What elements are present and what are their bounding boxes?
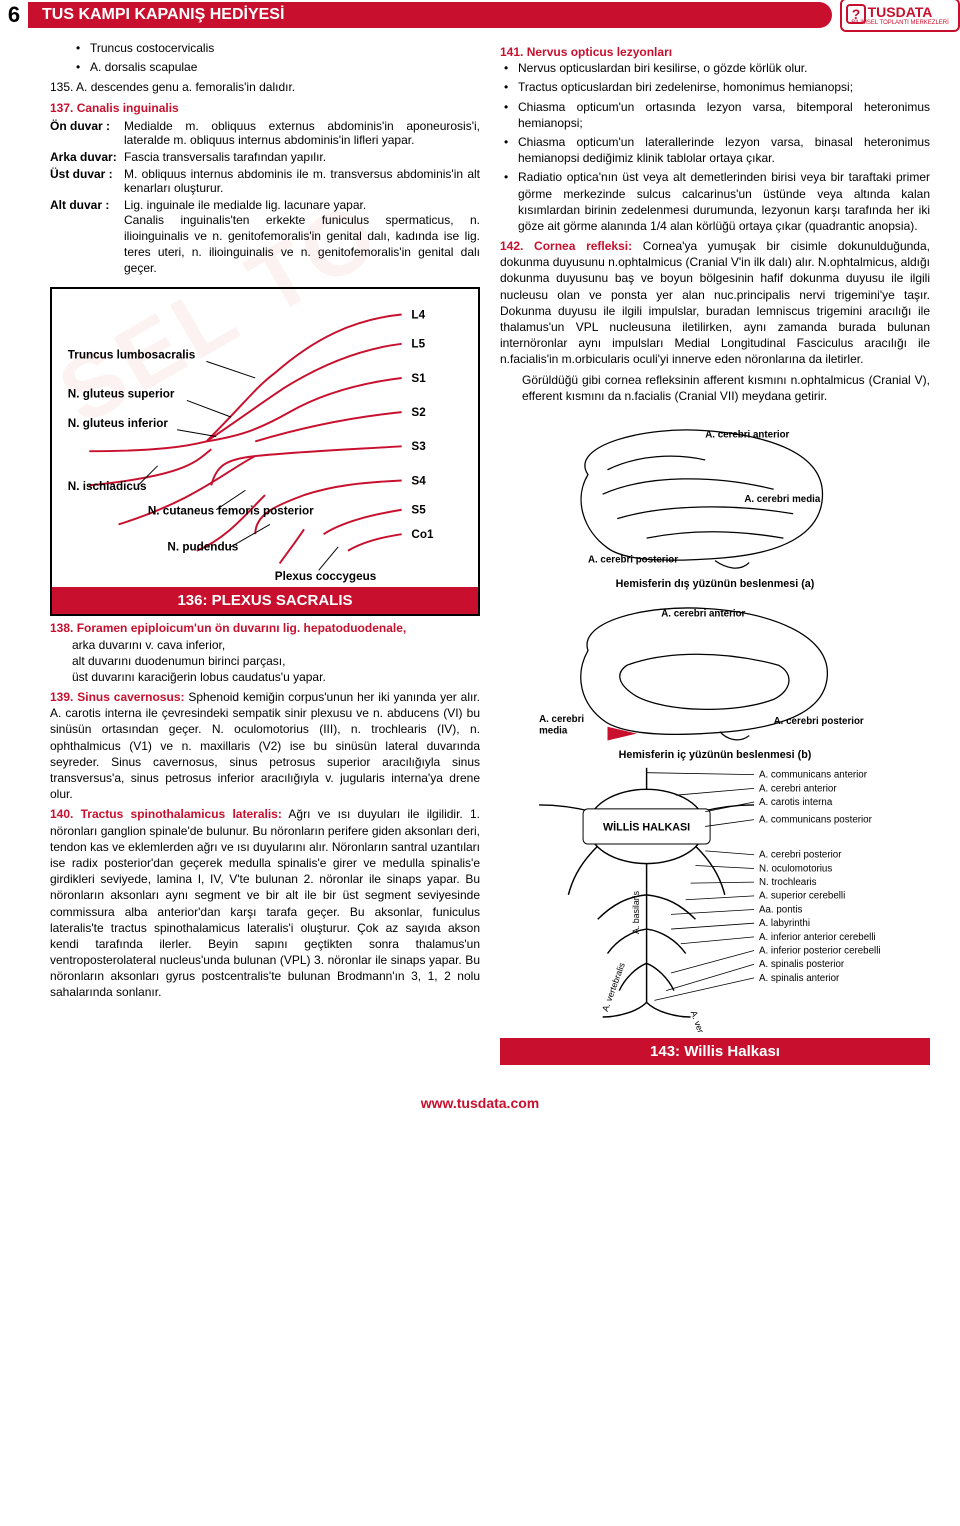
svg-text:A. basilaris: A. basilaris (631, 890, 641, 934)
svg-text:Aa. pontis: Aa. pontis (759, 904, 803, 915)
content-columns: Truncus costocervicalis A. dorsalis scap… (0, 40, 960, 1075)
svg-text:A. cerebri posterior: A. cerebri posterior (774, 716, 864, 727)
svg-text:A. cerebri anterior: A. cerebri anterior (705, 429, 789, 440)
item-139: 139. Sinus cavernosus: Sphenoid kemiğin … (50, 689, 480, 802)
diagram-143: A. cerebri anterior A. cerebri media A. … (500, 416, 930, 1065)
svg-text:A. carotis interna: A. carotis interna (759, 797, 833, 808)
svg-text:A. labyrinthi: A. labyrinthi (759, 918, 810, 929)
svg-text:A. cerebri anterior: A. cerebri anterior (759, 783, 837, 794)
list-item: Tractus opticuslardan biri zedelenirse, … (518, 79, 930, 95)
svg-text:media: media (539, 726, 568, 737)
svg-text:Plexus coccygeus: Plexus coccygeus (275, 570, 377, 583)
item-138d: üst duvarını karaciğerin lobus caudatus'… (50, 669, 480, 685)
item-142-tail: Görüldüğü gibi cornea refleksinin affere… (500, 372, 930, 404)
svg-text:N. oculomotorius: N. oculomotorius (759, 863, 832, 874)
svg-text:A. superior cerebelli: A. superior cerebelli (759, 891, 845, 902)
item-138c: alt duvarını duodenumun birinci parçası, (50, 653, 480, 669)
label: Ön duvar : (50, 119, 124, 147)
list-item: Chiasma opticum'un laterallerinde lezyon… (518, 134, 930, 166)
page-header: 6 TUS KAMPI KAPANIŞ HEDİYESİ ? TUSDATA B… (0, 0, 960, 30)
list-item: Truncus costocervicalis (90, 40, 480, 56)
svg-text:Co1: Co1 (411, 528, 434, 541)
svg-text:A. cerebri media: A. cerebri media (744, 494, 821, 505)
svg-text:N. ischiadicus: N. ischiadicus (68, 480, 147, 493)
item-140: 140. Tractus spinothalamicus lateralis: … (50, 806, 480, 1000)
willis-svg: A. cerebri anterior A. cerebri media A. … (500, 416, 930, 1032)
svg-text:N. trochlearis: N. trochlearis (759, 877, 817, 888)
item-141-bullets: Nervus opticuslardan biri kesilirse, o g… (500, 60, 930, 234)
text: Medialde m. obliquus externus abdominis'… (124, 119, 480, 147)
question-icon: ? (846, 4, 866, 24)
svg-text:A. cerebri: A. cerebri (539, 714, 584, 725)
label: Arka duvar: (50, 150, 124, 164)
text: Fascia transversalis tarafından yapılır. (124, 150, 480, 164)
svg-text:A. inferior anterior cerebelli: A. inferior anterior cerebelli (759, 932, 876, 943)
svg-text:A. inferior posterior cerebell: A. inferior posterior cerebelli (759, 945, 881, 956)
text: M. obliquus internus abdominis ile m. tr… (124, 167, 480, 195)
item-141-head: 141. Nervus opticus lezyonları (500, 44, 930, 60)
list-item: A. dorsalis scapulae (90, 59, 480, 75)
list-item: Chiasma opticum'un ortasında lezyon vars… (518, 99, 930, 131)
diagram-136-title: 136: PLEXUS SACRALIS (52, 587, 478, 614)
item-137-head: 137. Canalis inguinalis (50, 100, 480, 116)
diagram-136: L4 L5 S1 S2 S3 S4 S5 Co1 Truncus lumbosa… (50, 287, 480, 617)
svg-text:N. pudendus: N. pudendus (167, 540, 238, 553)
diagram-143-title: 143: Willis Halkası (500, 1038, 930, 1065)
label: Üst duvar : (50, 167, 124, 195)
arka-duvar: Arka duvar: Fascia transversalis tarafın… (50, 150, 480, 164)
svg-text:Truncus lumbosacralis: Truncus lumbosacralis (68, 348, 196, 361)
svg-text:A. vertebralis: A. vertebralis (600, 961, 627, 1013)
svg-text:S3: S3 (411, 440, 426, 453)
svg-text:N. gluteus inferior: N. gluteus inferior (68, 416, 169, 429)
on-duvar: Ön duvar : Medialde m. obliquus externus… (50, 119, 480, 147)
svg-text:A. cerebri posterior: A. cerebri posterior (588, 555, 678, 566)
item-142: 142. Cornea refleksi: Cornea'ya yumuşak … (500, 238, 930, 368)
brand-logo: ? TUSDATA BİLİMSEL TOPLANTI MERKEZLERİ (840, 0, 960, 32)
right-column: 141. Nervus opticus lezyonları Nervus op… (500, 40, 930, 1065)
list-item: Nervus opticuslardan biri kesilirse, o g… (518, 60, 930, 76)
svg-text:A. communicans anterior: A. communicans anterior (759, 770, 868, 781)
svg-text:A. communicans posterior: A. communicans posterior (759, 814, 873, 825)
svg-text:N. cutaneus femoris posterior: N. cutaneus femoris posterior (148, 504, 314, 517)
svg-text:S5: S5 (411, 503, 426, 516)
alt-extra: Canalis inguinalis'ten erkekte funiculus… (50, 212, 480, 277)
label: Alt duvar : (50, 198, 124, 212)
svg-text:A. cerebri posterior: A. cerebri posterior (759, 850, 842, 861)
header-title: TUS KAMPI KAPANIŞ HEDİYESİ (28, 2, 832, 28)
svg-text:L4: L4 (411, 308, 425, 321)
svg-text:S2: S2 (411, 406, 426, 419)
footer-link: www.tusdata.com (0, 1075, 960, 1121)
top-bullets: Truncus costocervicalis A. dorsalis scap… (50, 40, 480, 75)
text: Lig. inguinale ile medialde lig. lacunar… (124, 198, 480, 212)
page-number: 6 (0, 2, 28, 28)
ust-duvar: Üst duvar : M. obliquus internus abdomin… (50, 167, 480, 195)
svg-text:A. spinalis anterior: A. spinalis anterior (759, 973, 840, 984)
brand-name: TUSDATA (868, 4, 933, 20)
item-135: 135. A. descendes genu a. femoralis'in d… (50, 79, 480, 95)
item-138a: 138. Foramen epiploicum'un ön duvarını l… (50, 620, 480, 636)
svg-text:S4: S4 (411, 474, 426, 487)
item-138b: arka duvarını v. cava inferior, (50, 637, 480, 653)
svg-text:A. cerebri anterior: A. cerebri anterior (661, 608, 745, 619)
plexus-sacralis-svg: L4 L5 S1 S2 S3 S4 S5 Co1 Truncus lumbosa… (60, 295, 470, 588)
svg-text:A. vertebralis: A. vertebralis (689, 1009, 716, 1031)
left-column: Truncus costocervicalis A. dorsalis scap… (50, 40, 480, 1065)
svg-text:L5: L5 (411, 337, 425, 350)
svg-text:N. gluteus superior: N. gluteus superior (68, 387, 175, 400)
svg-text:A. spinalis posterior: A. spinalis posterior (759, 959, 845, 970)
svg-text:S1: S1 (411, 371, 426, 384)
svg-text:Hemisferin iç yüzünün beslenme: Hemisferin iç yüzünün beslenmesi (b) (619, 749, 812, 761)
svg-text:Hemisferin dış yüzünün beslenm: Hemisferin dış yüzünün beslenmesi (a) (616, 578, 815, 590)
list-item: Radiatio optica'nın üst veya alt demetle… (518, 169, 930, 234)
alt-duvar: Alt duvar : Lig. inguinale ile medialde … (50, 198, 480, 212)
svg-text:WİLLİS HALKASI: WİLLİS HALKASI (603, 820, 690, 833)
